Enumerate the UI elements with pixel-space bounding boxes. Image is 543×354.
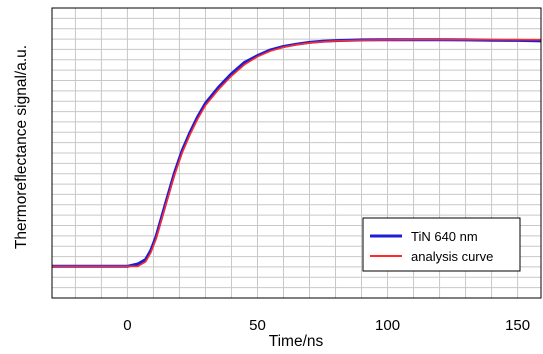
x-tick-label: 100: [375, 317, 400, 334]
legend-box: [362, 217, 521, 272]
y-axis-title: Thermoreflectance signal/a.u.: [13, 45, 30, 249]
x-tick-label: 150: [505, 317, 530, 334]
series-line-analysis-curve: [52, 38, 541, 268]
legend-label-tin: TiN 640 nm: [411, 229, 478, 244]
legend: TiN 640 nm analysis curve: [362, 217, 521, 272]
legend-label-analysis: analysis curve: [411, 249, 493, 264]
x-tick-label: 50: [249, 317, 266, 334]
x-tick-label: 0: [123, 317, 131, 334]
x-axis-title: Time/ns: [269, 333, 324, 350]
x-tick-labels: 0 50 100 150: [123, 317, 530, 334]
series-layer: [52, 38, 542, 268]
plot-frame: [51, 7, 542, 299]
